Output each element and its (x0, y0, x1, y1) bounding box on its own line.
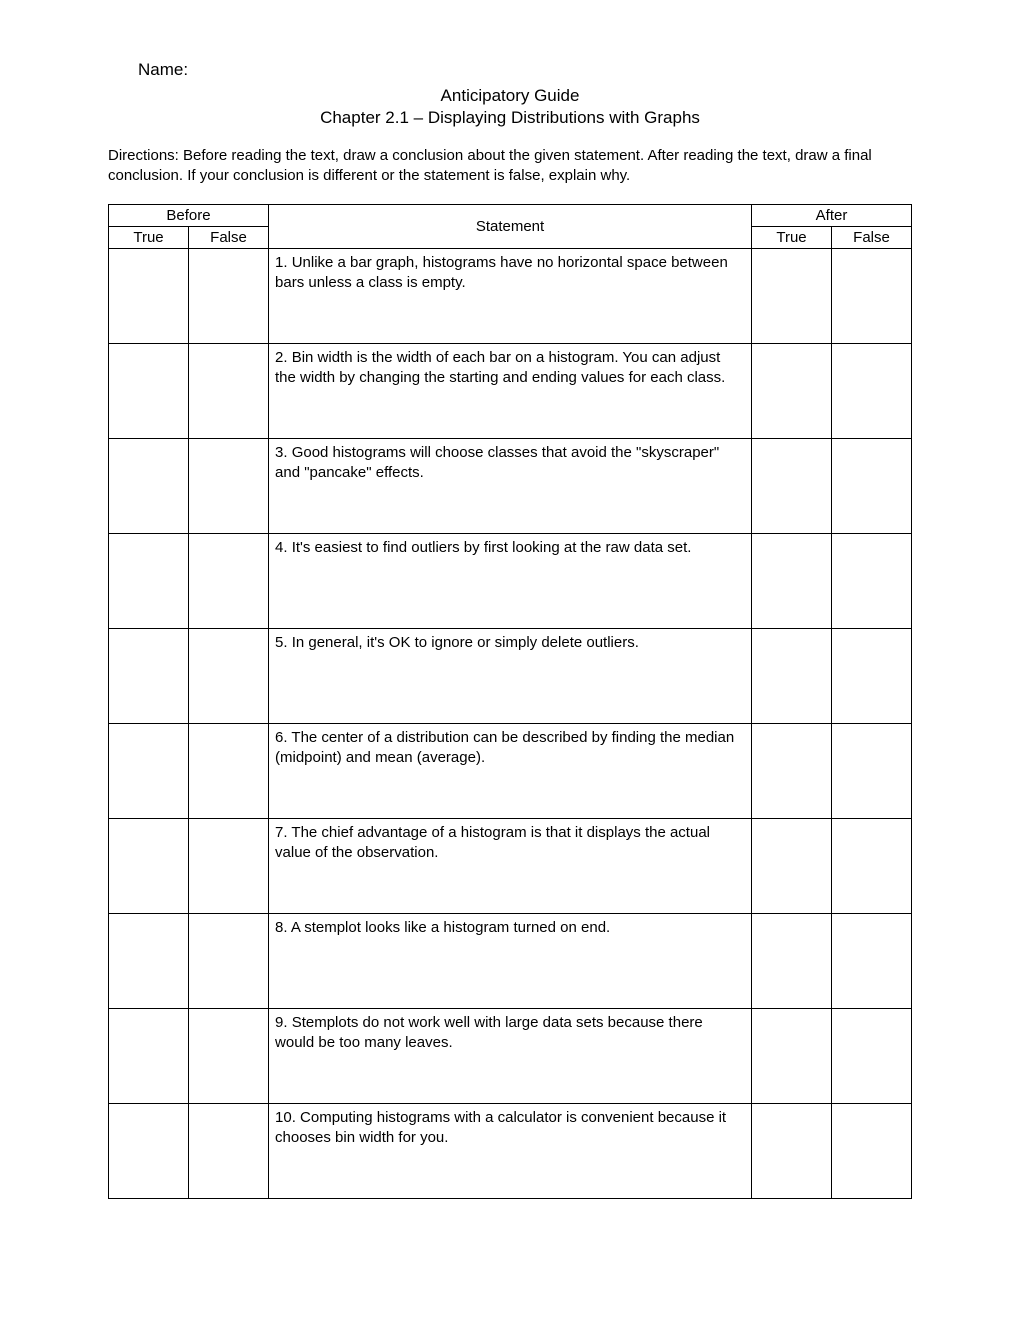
header-statement: Statement (269, 205, 752, 249)
after-true-cell[interactable] (752, 724, 832, 819)
before-true-cell[interactable] (109, 439, 189, 534)
header-after: After (752, 205, 912, 227)
after-false-cell[interactable] (832, 439, 912, 534)
statement-cell: 6. The center of a distribution can be d… (269, 724, 752, 819)
after-false-cell[interactable] (832, 914, 912, 1009)
after-true-cell[interactable] (752, 344, 832, 439)
table-row: 8. A stemplot looks like a histogram tur… (109, 914, 912, 1009)
directions-text: Directions: Before reading the text, dra… (108, 146, 912, 187)
before-false-cell[interactable] (189, 819, 269, 914)
before-true-cell[interactable] (109, 1009, 189, 1104)
after-true-cell[interactable] (752, 629, 832, 724)
anticipatory-guide-table: Before Statement After True False True F… (108, 204, 912, 1199)
after-true-cell[interactable] (752, 534, 832, 629)
after-false-cell[interactable] (832, 344, 912, 439)
statement-cell: 7. The chief advantage of a histogram is… (269, 819, 752, 914)
table-row: 5. In general, it's OK to ignore or simp… (109, 629, 912, 724)
table-body: 1. Unlike a bar graph, histograms have n… (109, 249, 912, 1199)
header-before-false: False (189, 227, 269, 249)
table-row: 3. Good histograms will choose classes t… (109, 439, 912, 534)
before-false-cell[interactable] (189, 1104, 269, 1199)
statement-cell: 10. Computing histograms with a calculat… (269, 1104, 752, 1199)
after-true-cell[interactable] (752, 914, 832, 1009)
before-false-cell[interactable] (189, 629, 269, 724)
page-title: Anticipatory Guide (108, 84, 912, 108)
table-row: 10. Computing histograms with a calculat… (109, 1104, 912, 1199)
before-true-cell[interactable] (109, 344, 189, 439)
statement-cell: 9. Stemplots do not work well with large… (269, 1009, 752, 1104)
name-label: Name: (108, 60, 912, 80)
statement-cell: 5. In general, it's OK to ignore or simp… (269, 629, 752, 724)
table-row: 9. Stemplots do not work well with large… (109, 1009, 912, 1104)
before-false-cell[interactable] (189, 534, 269, 629)
before-true-cell[interactable] (109, 724, 189, 819)
header-before-true: True (109, 227, 189, 249)
before-false-cell[interactable] (189, 344, 269, 439)
after-true-cell[interactable] (752, 819, 832, 914)
after-true-cell[interactable] (752, 439, 832, 534)
table-row: 7. The chief advantage of a histogram is… (109, 819, 912, 914)
after-false-cell[interactable] (832, 534, 912, 629)
page-subtitle: Chapter 2.1 – Displaying Distributions w… (108, 108, 912, 128)
before-true-cell[interactable] (109, 819, 189, 914)
before-true-cell[interactable] (109, 629, 189, 724)
after-false-cell[interactable] (832, 1104, 912, 1199)
after-false-cell[interactable] (832, 249, 912, 344)
before-true-cell[interactable] (109, 249, 189, 344)
before-false-cell[interactable] (189, 1009, 269, 1104)
after-false-cell[interactable] (832, 1009, 912, 1104)
table-row: 6. The center of a distribution can be d… (109, 724, 912, 819)
after-false-cell[interactable] (832, 819, 912, 914)
table-row: 1. Unlike a bar graph, histograms have n… (109, 249, 912, 344)
statement-cell: 3. Good histograms will choose classes t… (269, 439, 752, 534)
after-false-cell[interactable] (832, 724, 912, 819)
worksheet-page: Name: Anticipatory Guide Chapter 2.1 – D… (0, 0, 1020, 1320)
table-header-row-1: Before Statement After (109, 205, 912, 227)
before-true-cell[interactable] (109, 1104, 189, 1199)
table-row: 4. It's easiest to find outliers by firs… (109, 534, 912, 629)
before-true-cell[interactable] (109, 534, 189, 629)
after-true-cell[interactable] (752, 249, 832, 344)
before-false-cell[interactable] (189, 724, 269, 819)
statement-cell: 1. Unlike a bar graph, histograms have n… (269, 249, 752, 344)
after-true-cell[interactable] (752, 1009, 832, 1104)
after-true-cell[interactable] (752, 1104, 832, 1199)
header-after-true: True (752, 227, 832, 249)
header-before: Before (109, 205, 269, 227)
statement-cell: 8. A stemplot looks like a histogram tur… (269, 914, 752, 1009)
before-false-cell[interactable] (189, 439, 269, 534)
statement-cell: 4. It's easiest to find outliers by firs… (269, 534, 752, 629)
statement-cell: 2. Bin width is the width of each bar on… (269, 344, 752, 439)
after-false-cell[interactable] (832, 629, 912, 724)
before-false-cell[interactable] (189, 249, 269, 344)
before-true-cell[interactable] (109, 914, 189, 1009)
before-false-cell[interactable] (189, 914, 269, 1009)
header-after-false: False (832, 227, 912, 249)
table-row: 2. Bin width is the width of each bar on… (109, 344, 912, 439)
